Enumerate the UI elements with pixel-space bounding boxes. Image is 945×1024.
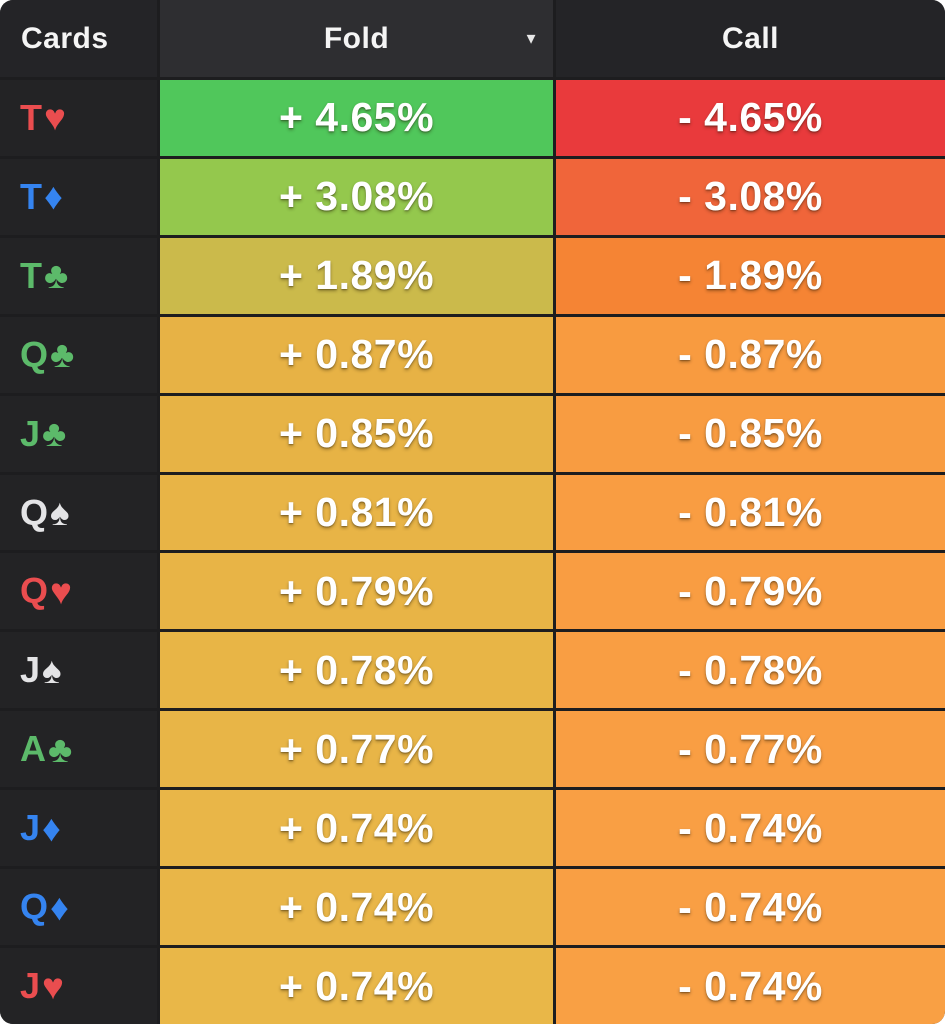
card-rank: T	[20, 96, 43, 138]
card-rank: J	[20, 412, 42, 454]
card-cell: Q ♥	[0, 553, 157, 630]
spades-suit-icon: ♠	[50, 492, 70, 534]
call-header-label: Call	[721, 21, 780, 55]
call-value-cell: - 0.81%	[556, 474, 945, 551]
diamonds-suit-icon: ♦	[42, 807, 61, 849]
column-header-call[interactable]: Call	[556, 0, 945, 77]
column-header-cards: Cards	[0, 0, 157, 77]
fold-value-cell: + 4.65%	[160, 80, 553, 156]
card-cell: Q ♦	[0, 869, 157, 946]
card-rank: Q	[20, 886, 50, 928]
card-rank: Q	[20, 491, 50, 533]
diamonds-suit-icon: ♦	[50, 886, 69, 928]
card-cell: J ♠	[0, 632, 157, 709]
card-cell: A ♣	[0, 711, 157, 788]
diamonds-suit-icon: ♦	[44, 176, 63, 218]
card-rank: J	[20, 965, 42, 1007]
fold-header-label: Fold	[323, 21, 390, 55]
chevron-down-icon[interactable]: ▼	[523, 30, 539, 47]
hearts-suit-icon: ♥	[44, 97, 66, 139]
call-value-cell: - 0.78%	[556, 632, 945, 709]
hearts-suit-icon: ♥	[42, 965, 64, 1007]
card-cell: Q ♣	[0, 316, 157, 393]
card-rank: A	[20, 728, 47, 770]
card-cell: J ♥	[0, 948, 157, 1024]
fold-value-cell: + 3.08%	[160, 158, 553, 235]
call-value-cell: - 0.74%	[556, 790, 945, 867]
card-cell: T ♥	[0, 80, 157, 156]
fold-value-cell: + 0.87%	[160, 316, 553, 393]
card-cell: J ♣	[0, 395, 157, 472]
call-value-cell: - 0.74%	[556, 869, 945, 946]
clubs-suit-icon: ♣	[50, 334, 75, 376]
card-cell: J ♦	[0, 790, 157, 867]
fold-value-cell: + 0.74%	[160, 869, 553, 946]
call-value-cell: - 0.87%	[556, 316, 945, 393]
card-cell: T ♣	[0, 237, 157, 314]
call-value-cell: - 0.77%	[556, 711, 945, 788]
card-cell: Q ♠	[0, 474, 157, 551]
fold-value-cell: + 0.74%	[160, 790, 553, 867]
call-value-cell: - 3.08%	[556, 158, 945, 235]
card-rank: Q	[20, 570, 50, 612]
fold-value-cell: + 0.81%	[160, 474, 553, 551]
fold-value-cell: + 0.74%	[160, 948, 553, 1024]
hearts-suit-icon: ♥	[50, 570, 72, 612]
card-cell: T ♦	[0, 158, 157, 235]
fold-value-cell: + 0.77%	[160, 711, 553, 788]
call-value-cell: - 0.85%	[556, 395, 945, 472]
call-value-cell: - 0.79%	[556, 553, 945, 630]
fold-value-cell: + 0.85%	[160, 395, 553, 472]
column-header-fold[interactable]: Fold ▼	[160, 0, 553, 77]
card-rank: T	[20, 175, 43, 217]
card-rank: Q	[20, 333, 50, 375]
call-value-cell: - 4.65%	[556, 80, 945, 156]
card-rank: J	[20, 649, 42, 691]
clubs-suit-icon: ♣	[48, 728, 73, 770]
spades-suit-icon: ♠	[42, 649, 62, 691]
clubs-suit-icon: ♣	[44, 255, 69, 297]
call-value-cell: - 1.89%	[556, 237, 945, 314]
fold-value-cell: + 0.78%	[160, 632, 553, 709]
fold-value-cell: + 0.79%	[160, 553, 553, 630]
clubs-suit-icon: ♣	[42, 413, 67, 455]
card-rank: T	[20, 254, 43, 296]
call-value-cell: - 0.74%	[556, 948, 945, 1024]
fold-value-cell: + 1.89%	[160, 237, 553, 314]
card-rank: J	[20, 807, 42, 849]
cards-header-label: Cards	[21, 21, 109, 55]
